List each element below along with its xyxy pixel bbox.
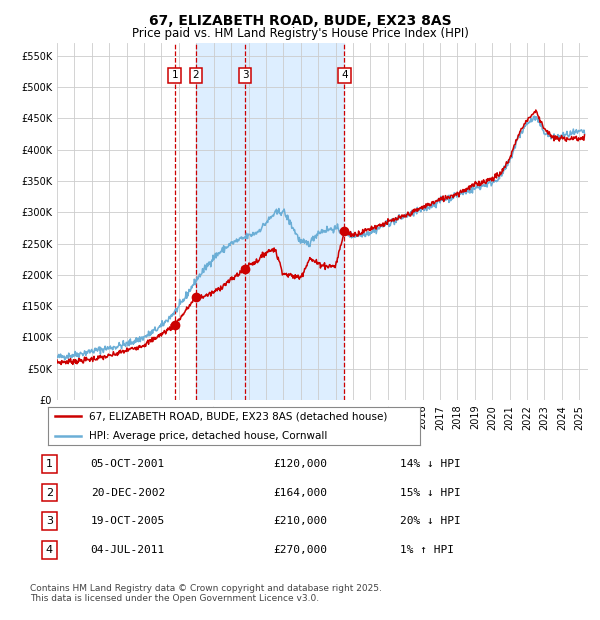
Text: 20% ↓ HPI: 20% ↓ HPI: [400, 516, 461, 526]
Text: 3: 3: [46, 516, 53, 526]
Text: Price paid vs. HM Land Registry's House Price Index (HPI): Price paid vs. HM Land Registry's House …: [131, 27, 469, 40]
Text: 20-DEC-2002: 20-DEC-2002: [91, 487, 165, 497]
Text: 15% ↓ HPI: 15% ↓ HPI: [400, 487, 461, 497]
Text: 04-JUL-2011: 04-JUL-2011: [91, 545, 165, 555]
Text: 1: 1: [46, 459, 53, 469]
Text: 67, ELIZABETH ROAD, BUDE, EX23 8AS: 67, ELIZABETH ROAD, BUDE, EX23 8AS: [149, 14, 451, 28]
Text: 05-OCT-2001: 05-OCT-2001: [91, 459, 165, 469]
Text: 4: 4: [46, 545, 53, 555]
Text: 2: 2: [193, 71, 199, 81]
Bar: [196, 43, 344, 400]
Text: £270,000: £270,000: [273, 545, 327, 555]
Text: 1: 1: [172, 71, 178, 81]
Text: 14% ↓ HPI: 14% ↓ HPI: [400, 459, 461, 469]
Text: £164,000: £164,000: [273, 487, 327, 497]
Text: 3: 3: [242, 71, 248, 81]
Text: 2: 2: [46, 487, 53, 497]
Text: HPI: Average price, detached house, Cornwall: HPI: Average price, detached house, Corn…: [89, 430, 327, 441]
Text: £210,000: £210,000: [273, 516, 327, 526]
Text: Contains HM Land Registry data © Crown copyright and database right 2025.
This d: Contains HM Land Registry data © Crown c…: [30, 584, 382, 603]
Text: 67, ELIZABETH ROAD, BUDE, EX23 8AS (detached house): 67, ELIZABETH ROAD, BUDE, EX23 8AS (deta…: [89, 411, 387, 422]
Text: 4: 4: [341, 71, 348, 81]
Text: 19-OCT-2005: 19-OCT-2005: [91, 516, 165, 526]
Text: 1% ↑ HPI: 1% ↑ HPI: [400, 545, 454, 555]
Text: £120,000: £120,000: [273, 459, 327, 469]
